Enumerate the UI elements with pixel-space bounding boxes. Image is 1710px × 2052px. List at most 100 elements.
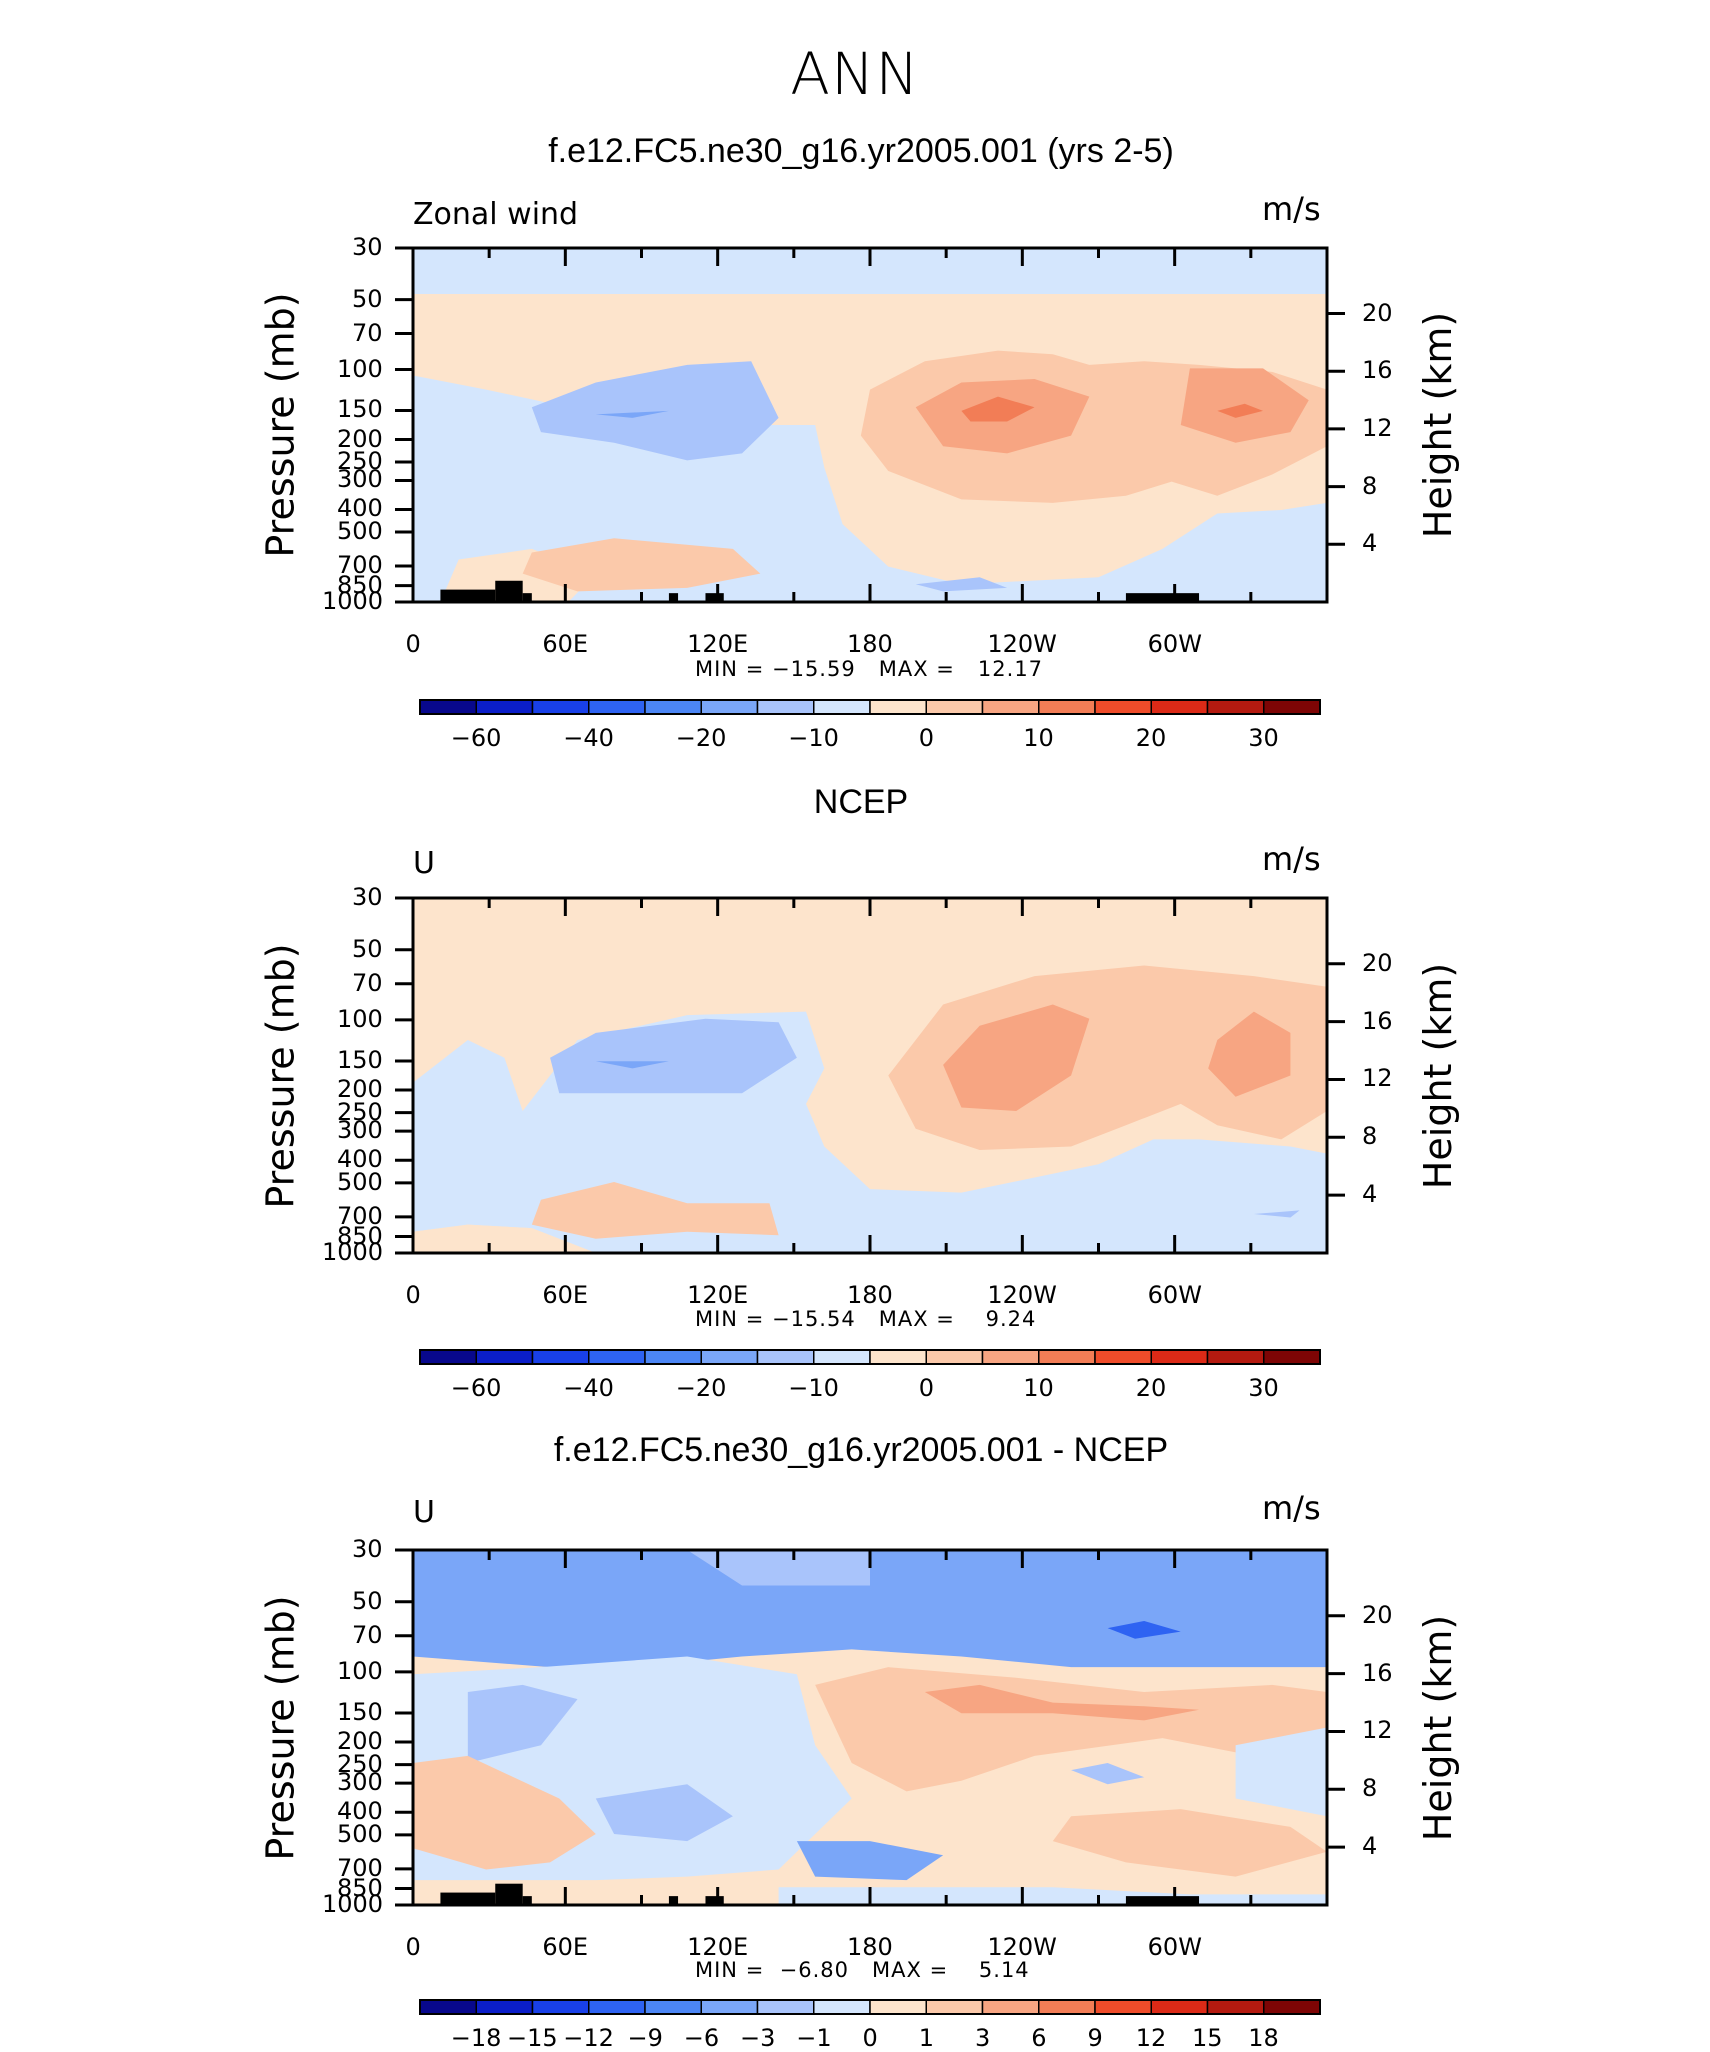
panel-3-y-tick-label: 500 [337,1819,383,1848]
colorbar-box [1094,1999,1152,2015]
colorbar-box [1263,699,1321,715]
panel-3-x-tick-label: 120E [687,1933,749,1961]
panel-1-colorbar-label: −20 [675,724,727,752]
panel-1-variable: Zonal wind [413,197,579,232]
panel-1-colorbar-label: −10 [788,724,839,752]
panel-3-contour-1 [687,1550,870,1586]
panel-2-contour-7 [1208,1011,1291,1097]
panel-3-y2-tick-label: 12 [1362,1716,1393,1745]
panel-3-colorbar-label: 12 [1135,2024,1167,2052]
panel-3-topography-0 [440,1892,496,1905]
panel-2-y-tick-label: 400 [337,1145,383,1174]
colorbar-box [925,699,984,715]
panel-2-colorbar-label: 0 [918,1374,935,1402]
panel-3-topography-3 [668,1896,679,1905]
panel-1-y-tick-label: 30 [352,233,383,261]
colorbar-box [813,699,871,715]
panel-3-minmax: MIN = −6.80 MAX = 5.14 [695,1958,1030,1982]
panel-3-topography-4 [705,1896,724,1905]
figure-title: ANN [790,40,920,108]
panel-3-colorbar-label: 18 [1248,2024,1279,2052]
panel-3-contour-2 [1107,1621,1181,1639]
panel-1-min-value: −15.59 [771,657,856,681]
panel-1-colorbar-label: 20 [1135,724,1167,752]
panel-1-contour-5 [531,361,779,461]
colorbar-box [756,699,815,715]
panel-3-y-tick-label: 150 [337,1697,383,1726]
panel-2-y-tick-label: 200 [337,1075,383,1104]
panel-1-colorbar-label: 30 [1248,724,1279,752]
panel-2-y2-tick-label: 4 [1362,1180,1378,1209]
panel-2-min-value: −15.54 [771,1307,856,1331]
panel-1-min-label: MIN = [695,657,765,681]
panel-2-contour-1 [413,1224,596,1253]
colorbar-box [644,699,702,715]
panel-1-minmax: MIN = −15.59 MAX = 12.17 [695,657,1043,681]
colorbar-box [1206,1999,1265,2015]
panel-3-colorbar-label: −9 [627,2024,663,2052]
panel-1-y-tick-label: 500 [337,517,383,546]
panel-2-title: NCEP [813,783,909,821]
panel-1-y-tick-label: 300 [337,465,383,494]
panel-3-colorbar-label: −6 [683,2024,720,2052]
panel-2-y-tick-label: 300 [337,1116,383,1145]
panel-1-y2-axis-label: Height (km) [1416,311,1461,539]
panel-2-y-tick-label: 30 [352,883,383,911]
panel-2-max-label: MAX = [878,1307,955,1331]
panel-3-min-label: MIN = [695,1958,765,1982]
colorbar-box [1206,1349,1265,1365]
panel-2-x-tick-label: 120W [987,1281,1057,1309]
panel-1-colorbar-label: 0 [918,724,935,752]
panel-1-topography-5 [1125,593,1200,602]
colorbar-box [700,699,759,715]
panel-3-y2-tick-label: 4 [1362,1832,1378,1861]
panel-1-x-tick-label: 60E [542,630,589,658]
panel-3-variable: U [413,1495,435,1530]
panel-2-y-tick-label: 70 [352,968,383,997]
panel-2-x-tick-label: 0 [405,1281,421,1309]
panel-2-y-tick-label: 150 [337,1045,383,1074]
panel-1-y2-tick-label: 12 [1362,413,1393,442]
panel-3-colorbar [419,1999,1321,2015]
colorbar-box [1263,1349,1321,1365]
panel-3-y-tick-label: 30 [352,1535,383,1563]
panel-3-topography-2 [522,1896,532,1905]
colorbar-box [981,1349,1040,1365]
colorbar-box [419,1999,477,2015]
colorbar-box [756,1349,815,1365]
panel-1-topography-3 [668,593,679,602]
panel-3-y-tick-label: 100 [337,1656,383,1685]
colorbar-box [700,1349,759,1365]
panel-2-y-tick-label: 50 [352,934,383,963]
panel-3-y-tick-label: 850 [337,1873,383,1902]
colorbar-box [531,699,590,715]
panel-3-y-tick-label: 300 [337,1768,383,1797]
colorbar-frame [419,1349,1321,1365]
panel-2-x-tick-label: 60E [542,1281,589,1309]
panel-1-y-tick-label: 100 [337,354,383,383]
panel-3-plot [395,1548,1345,1907]
panel-3-colorbar-label: −15 [507,2024,558,2052]
colorbar-box [1094,1349,1152,1365]
panel-3-x-tick-label: 180 [847,1933,893,1961]
panel-3-title: f.e12.FC5.ne30_g16.yr2005.001 - NCEP [553,1431,1169,1469]
panel-2-units: m/s [1262,840,1321,878]
panel-3-contour-7 [796,1841,944,1881]
panel-1-y2-tick-label: 4 [1362,529,1378,558]
panel-2-colorbar-label: −20 [675,1374,727,1402]
panel-3-y-tick-label: 70 [352,1620,383,1649]
panel-3-colorbar-label: 15 [1192,2024,1223,2052]
panel-1-contour-4 [522,538,761,592]
panel-3-y-tick-label: 50 [352,1586,383,1615]
panel-3-colorbar-label: 0 [862,2024,878,2052]
panel-2-plot [395,896,1345,1255]
panel-1-topography-4 [705,593,724,602]
panel-1-topography-2 [522,593,532,602]
panel-3-contour-9 [924,1684,1200,1721]
colorbar-box [869,1349,927,1365]
colorbar-box [1150,699,1209,715]
panel-1-x-tick-label: 0 [405,630,421,658]
panel-1-x-tick-label: 180 [847,630,893,658]
panel-1-colorbar-label: −40 [563,724,614,752]
panel-2-x-tick-label: 180 [847,1281,893,1309]
